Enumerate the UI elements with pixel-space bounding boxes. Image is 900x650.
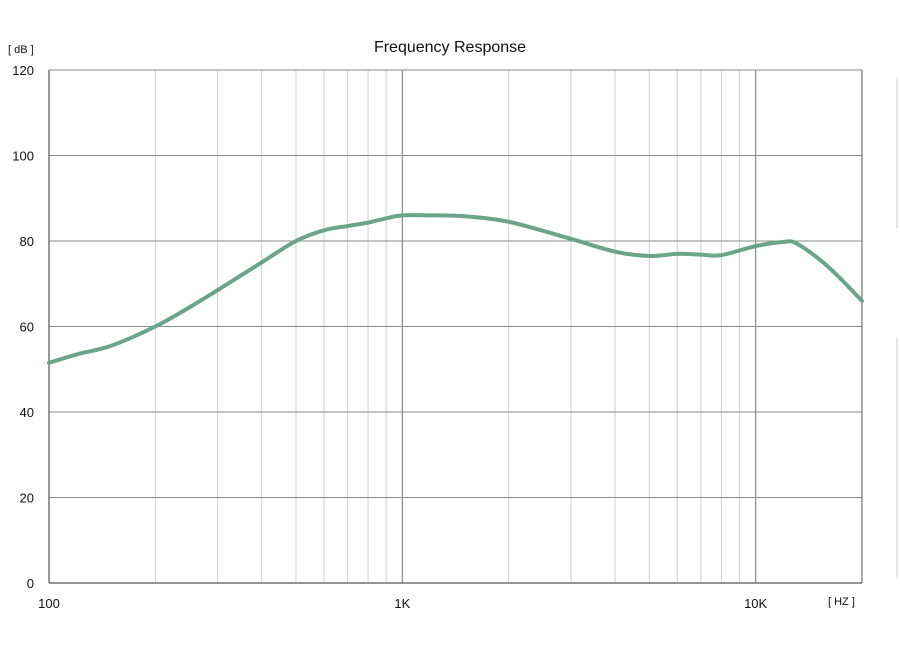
x-axis-unit-label: [ HZ ] — [828, 596, 855, 608]
y-axis-ticks: 0 20 40 60 80 100 120 — [12, 63, 34, 591]
edge-divider-bottom — [896, 338, 898, 578]
y-tick-label: 60 — [20, 320, 34, 335]
y-tick-label: 120 — [12, 63, 34, 78]
edge-divider-top — [896, 78, 898, 228]
x-tick-label: 10K — [744, 596, 767, 611]
y-tick-label: 80 — [20, 234, 34, 249]
plot-axes — [48, 70, 863, 584]
y-tick-label: 20 — [20, 491, 34, 506]
series-line — [47, 213, 864, 365]
chart-title: Frequency Response — [374, 39, 526, 56]
y-tick-label: 40 — [20, 405, 34, 420]
y-axis-unit-label: [ dB ] — [8, 44, 34, 56]
x-axis-ticks: 100 1K 10K — [38, 596, 767, 611]
x-tick-label: 100 — [38, 596, 60, 611]
y-tick-label: 100 — [12, 149, 34, 164]
grid-lines — [49, 69, 862, 583]
y-tick-label: 0 — [27, 576, 34, 591]
x-tick-label: 1K — [394, 596, 410, 611]
